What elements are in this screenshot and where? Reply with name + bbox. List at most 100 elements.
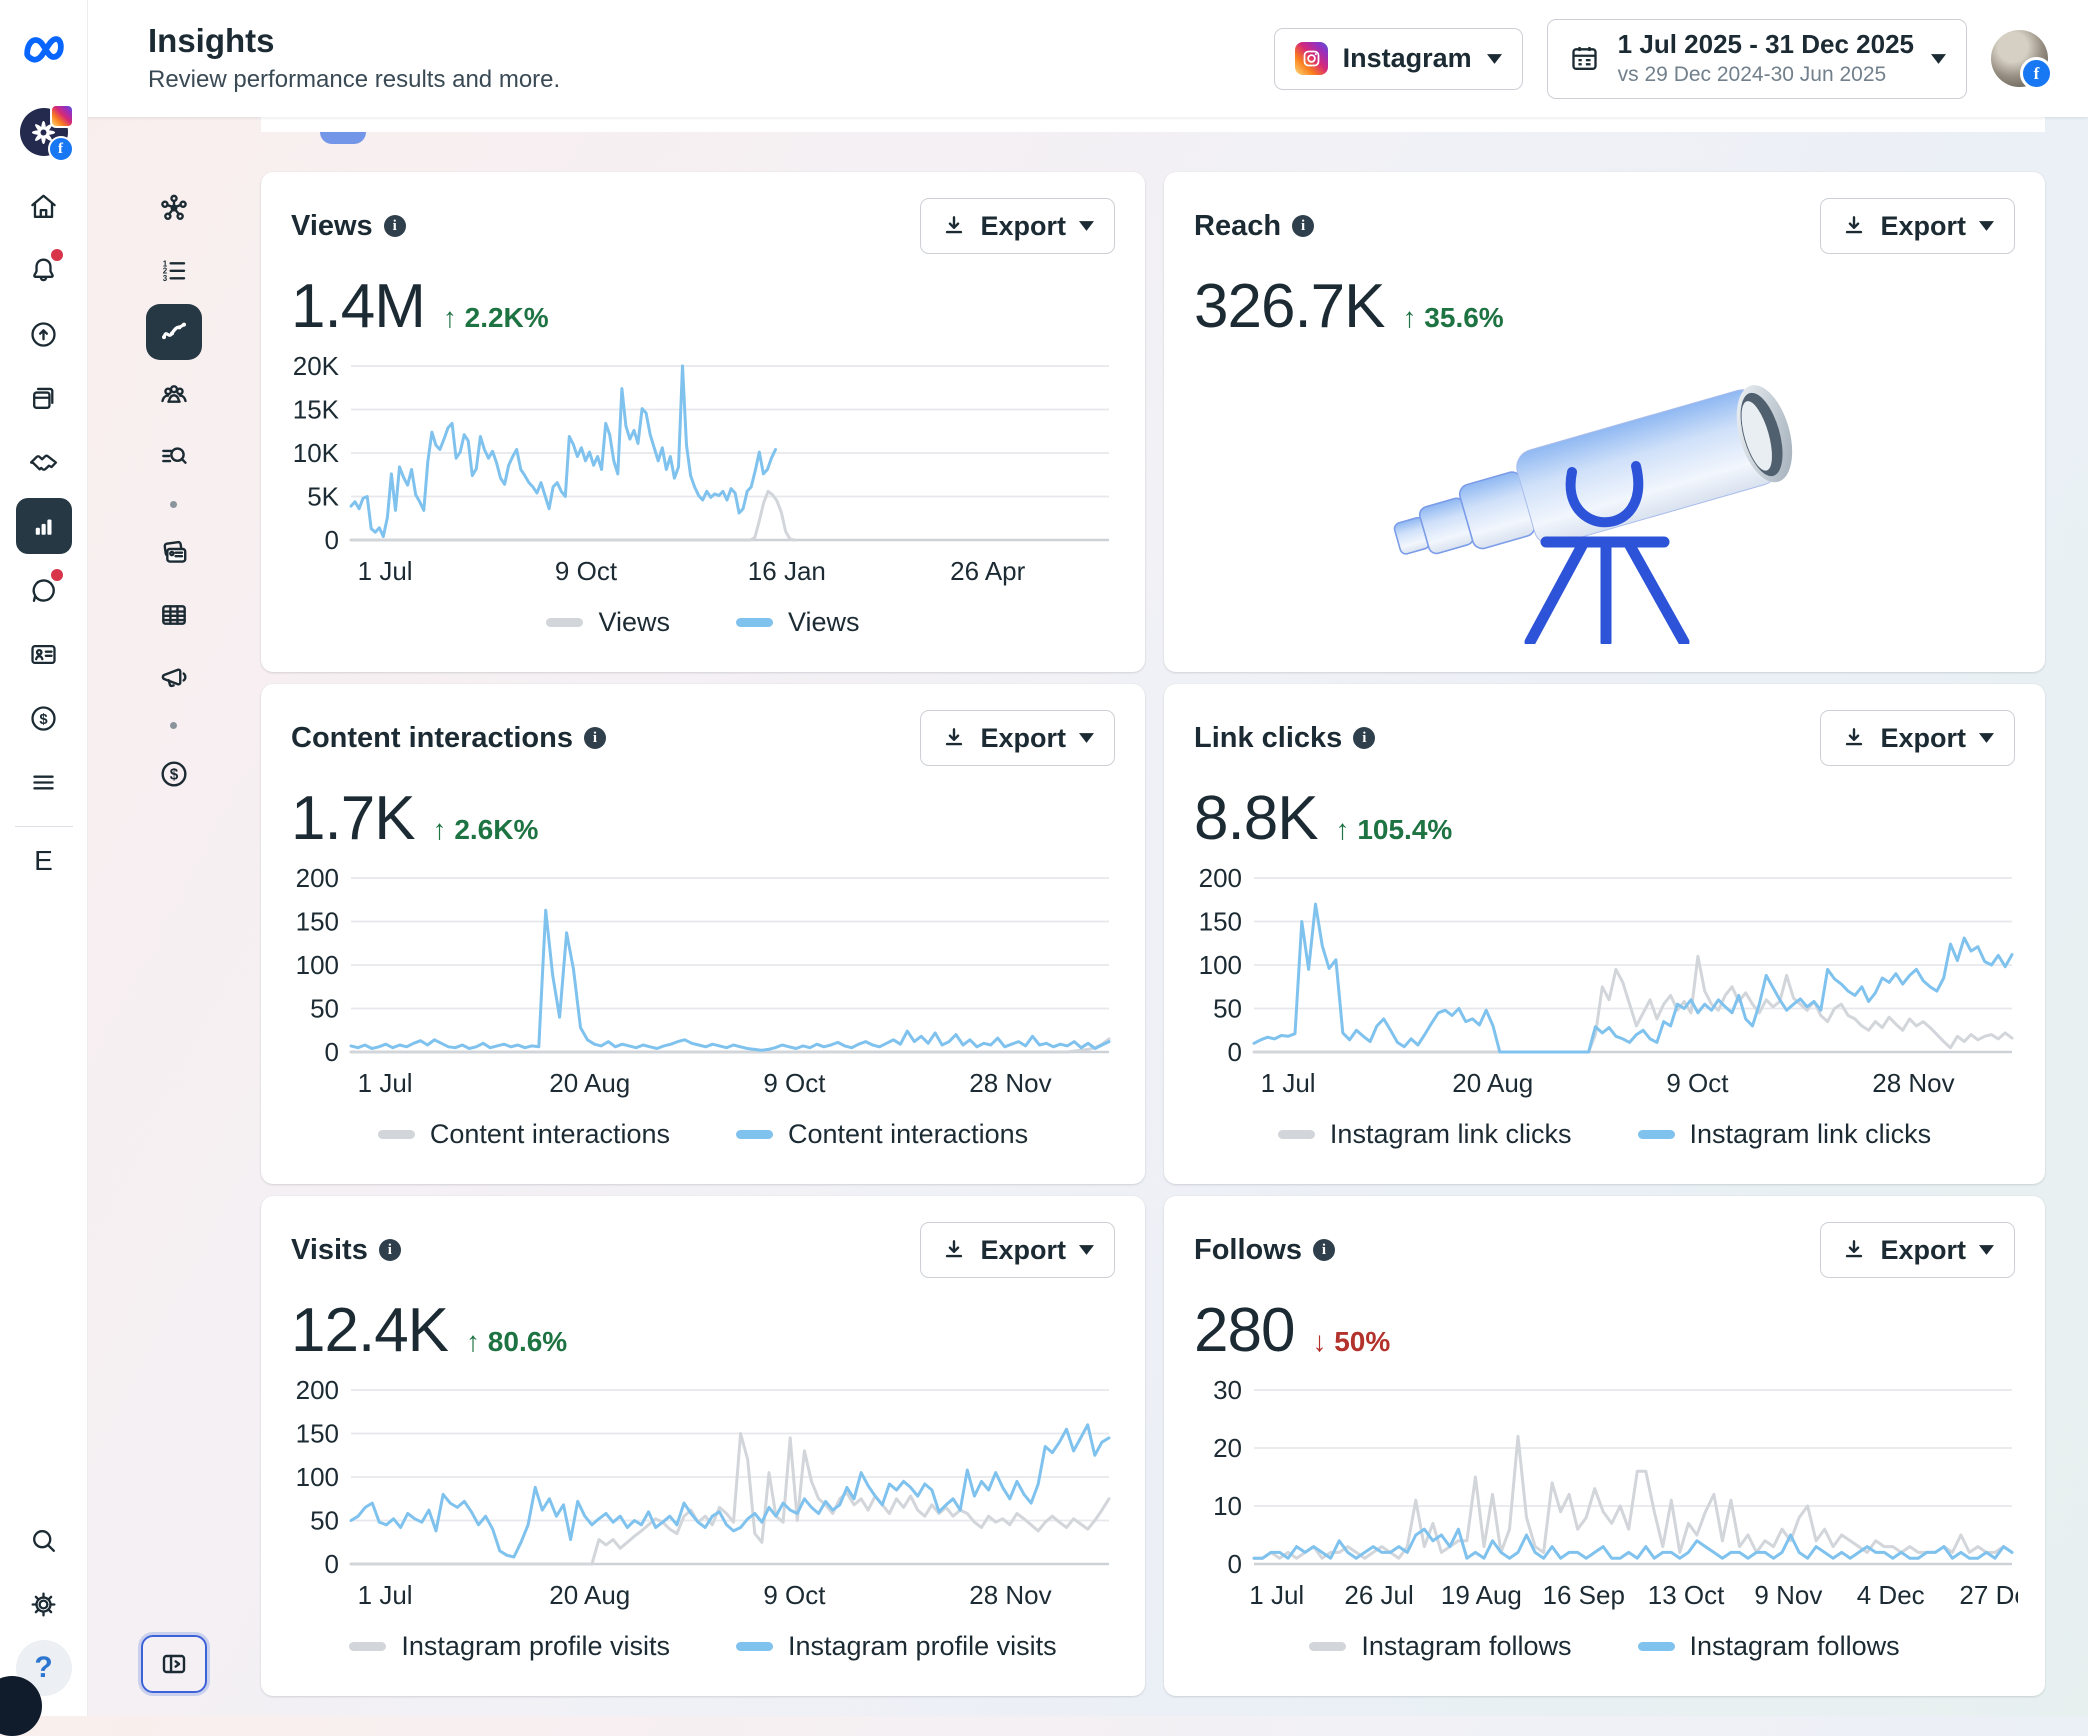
svg-text:9 Oct: 9 Oct [763, 1580, 826, 1610]
chart-area: 0 5K 10K 15K 20K 1 Jul 9 Oct 16 Jan 26 Apr [291, 351, 1115, 599]
export-button[interactable]: Export [920, 1222, 1115, 1278]
export-button[interactable]: Export [920, 710, 1115, 766]
inbox-chat-icon[interactable] [16, 562, 72, 618]
profile-initial[interactable]: E [34, 845, 53, 876]
trends-trend-icon[interactable] [145, 304, 202, 360]
info-icon[interactable]: i [1353, 727, 1376, 749]
legend-item: Instagram profile visits [349, 1631, 670, 1662]
page-subtitle: Review performance results and more. [148, 66, 561, 93]
partnerships-handshake-icon[interactable] [16, 434, 72, 490]
contacts-contact-card-icon[interactable] [16, 626, 72, 682]
chevron-down-icon [1979, 221, 1994, 231]
meta-logo-meta-icon[interactable] [16, 20, 72, 76]
download-icon [946, 216, 963, 234]
info-icon[interactable]: i [383, 215, 406, 237]
settings-gear-icon[interactable] [16, 1576, 72, 1632]
metric-value-row: 12.4K ↑ 80.6% [291, 1300, 1115, 1362]
svg-text:100: 100 [296, 1462, 339, 1492]
insights-nav-rail: 1 2 3 $ [87, 117, 260, 1716]
monetisation-dollar-icon[interactable]: $ [16, 690, 72, 746]
business-avatar-avatar-icon[interactable]: f [16, 104, 74, 162]
content-insights-cards-icon[interactable] [146, 525, 202, 581]
legend-item: Views [736, 607, 860, 638]
card-title: Follows i [1194, 1234, 1335, 1267]
facebook-badge-icon: f [2020, 57, 2053, 90]
svg-text:0: 0 [325, 1549, 339, 1579]
legend-swatch [377, 1130, 415, 1139]
metric-delta: ↑ 80.6% [466, 1326, 568, 1357]
metric-value: 280 [1194, 1296, 1295, 1365]
info-icon[interactable]: i [1292, 215, 1315, 237]
legend-item: Instagram link clicks [1277, 1119, 1572, 1150]
chevron-down-icon [1979, 733, 1994, 743]
audience-people-icon[interactable] [146, 366, 202, 422]
platform-selector[interactable]: Instagram [1273, 27, 1523, 90]
benchmarking-search-list-icon[interactable] [146, 428, 202, 484]
line-chart: 0 50 100 150 200 1 Jul 20 Aug 9 Oct 28 Nov [1199, 863, 2014, 1098]
chevron-down-icon [1079, 733, 1094, 743]
svg-text:100: 100 [296, 950, 339, 980]
legend-label: Content interactions [788, 1119, 1029, 1149]
legend-item: Content interactions [736, 1119, 1028, 1150]
svg-text:0: 0 [1228, 1549, 1242, 1579]
user-avatar[interactable]: f [1991, 30, 2053, 90]
data-table-table-icon[interactable] [146, 587, 202, 643]
svg-text:19 Aug: 19 Aug [1441, 1580, 1522, 1610]
svg-text:3: 3 [162, 274, 167, 283]
promotions-megaphone-icon[interactable] [146, 649, 202, 705]
svg-text:0: 0 [1228, 1037, 1242, 1067]
business-avatar-image: f [19, 104, 74, 162]
export-button[interactable]: Export [1820, 1222, 2015, 1278]
calendar-icon [1572, 46, 1597, 70]
insights-insights-icon[interactable] [15, 498, 72, 554]
svg-text:1 Jul: 1 Jul [358, 1580, 413, 1610]
metric-value: 8.8K [1194, 784, 1319, 853]
legend-label: Instagram link clicks [1689, 1119, 1932, 1149]
scrolled-card-remnant [261, 117, 2045, 144]
chart-legend: Instagram follows Instagram follows [1194, 1631, 2015, 1662]
metric-value: 326.7K [1194, 272, 1386, 341]
download-icon [1846, 728, 1863, 746]
legend-swatch [736, 1642, 773, 1651]
left-rail: f $ E? [0, 0, 88, 1716]
boost-boost-icon[interactable] [16, 306, 72, 362]
metric-value: 1.7K [291, 784, 416, 853]
collapse-panel-collapse-icon[interactable] [140, 1635, 207, 1693]
svg-text:28 Nov: 28 Nov [1872, 1068, 1954, 1098]
legend-swatch [546, 618, 584, 627]
metric-value-row: 326.7K ↑ 35.6% [1194, 276, 2015, 338]
info-icon[interactable]: i [583, 727, 606, 749]
download-icon [946, 728, 963, 746]
export-button[interactable]: Export [920, 198, 1115, 254]
notifications-bell-icon[interactable] [16, 242, 72, 298]
home-home-icon[interactable] [16, 178, 72, 234]
overview-hub-icon[interactable] [146, 180, 202, 236]
chart-area: 0 10 20 30 1 Jul 26 Jul 19 Aug 16 Sep 13 Oct 9 No… [1194, 1375, 2042, 1623]
legend-swatch [1309, 1642, 1347, 1651]
earnings-dollar-icon[interactable]: $ [146, 746, 202, 802]
info-icon[interactable]: i [378, 1239, 401, 1261]
legend-item: Content interactions [377, 1119, 670, 1150]
svg-text:9 Oct: 9 Oct [763, 1068, 826, 1098]
svg-text:16 Jan: 16 Jan [748, 556, 826, 586]
metric-cards-grid: Views i Export 1.4M ↑ 2.2K% 0 5K 10K 15K 20K… [261, 172, 2045, 1696]
follows-card: Follows i Export 280 ↓ 50% 0 10 20 30 1 Jul 2… [1164, 1196, 2045, 1696]
svg-text:100: 100 [1199, 950, 1242, 980]
all-tools-menu-icon[interactable] [16, 754, 72, 810]
notification-dot [48, 567, 65, 583]
line-chart: 0 10 20 30 1 Jul 26 Jul 19 Aug 16 Sep 13 Oct 9 No… [1213, 1375, 2042, 1610]
svg-text:50: 50 [310, 1506, 339, 1536]
header-controls: Instagram 1 Jul 2025 - 31 Dec 2025 vs 29… [1273, 18, 2053, 99]
content-pages-icon[interactable] [16, 370, 72, 426]
search-search-icon[interactable] [16, 1512, 72, 1568]
card-header: Link clicks i Export [1194, 710, 2015, 766]
legend-label: Instagram follows [1361, 1631, 1572, 1661]
date-range-selector[interactable]: 1 Jul 2025 - 31 Dec 2025 vs 29 Dec 2024-… [1546, 18, 1967, 99]
metric-delta: ↑ 2.6K% [432, 814, 539, 845]
export-button[interactable]: Export [1820, 710, 2015, 766]
svg-text:50: 50 [1213, 994, 1242, 1024]
svg-text:28 Nov: 28 Nov [969, 1580, 1051, 1610]
info-icon[interactable]: i [1312, 1239, 1335, 1261]
export-button[interactable]: Export [1820, 198, 2015, 254]
